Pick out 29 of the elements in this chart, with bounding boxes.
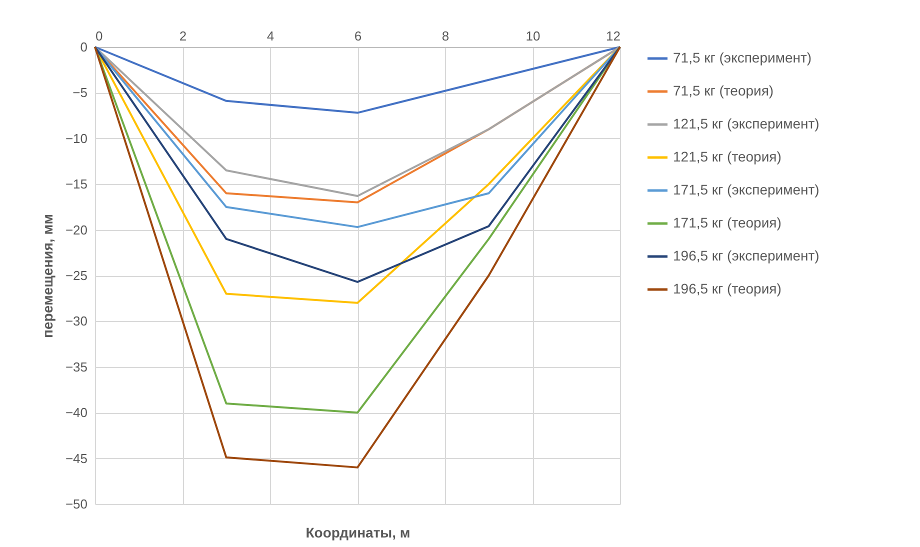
x-tick-label: 4 [266, 28, 274, 44]
x-axis-title: Координаты, м [306, 524, 410, 540]
legend-label: 121,5 кг (эксперимент) [673, 116, 820, 132]
y-tick-label: −45 [65, 450, 88, 466]
legend-label: 71,5 кг (эксперимент) [673, 50, 812, 66]
y-tick-label: −35 [65, 359, 88, 374]
y-tick-label: −50 [65, 496, 88, 512]
x-tick-label: 8 [442, 28, 450, 44]
y-tick-label: −5 [72, 85, 88, 100]
legend-label: 171,5 кг (теория) [673, 214, 782, 230]
y-tick-label: −10 [65, 130, 88, 146]
x-tick-label: 10 [526, 28, 540, 44]
legend-label: 196,5 кг (эксперимент) [673, 248, 820, 264]
legend-label: 196,5 кг (теория) [673, 280, 782, 296]
legend-label: 171,5 кг (эксперимент) [673, 182, 820, 198]
y-tick-label: 0 [80, 40, 88, 54]
legend-label: 121,5 кг (теория) [673, 148, 782, 164]
x-tick-label: 6 [354, 28, 362, 44]
y-tick-label: −15 [65, 176, 88, 192]
x-tick-label: 2 [179, 28, 187, 44]
y-axis-title: перемещения, мм [39, 214, 56, 338]
legend-label: 71,5 кг (теория) [673, 82, 774, 98]
x-tick-label: 12 [606, 28, 620, 44]
line-series [94, 46, 621, 114]
x-tick-label: 0 [96, 28, 103, 44]
y-tick-label: −20 [65, 222, 88, 238]
y-tick-label: −30 [65, 314, 88, 329]
y-tick-label: −40 [65, 405, 88, 420]
y-tick-label: −25 [65, 268, 88, 283]
